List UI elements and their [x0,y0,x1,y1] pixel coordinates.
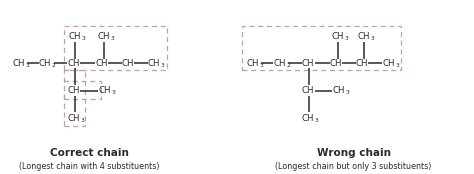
Text: 3: 3 [395,63,399,68]
Text: 3: 3 [25,63,29,68]
Text: 2: 2 [52,63,56,68]
Text: CH: CH [356,59,368,68]
Text: CH: CH [330,59,342,68]
Text: CH: CH [273,59,286,68]
Text: 3: 3 [111,90,115,95]
Text: CH: CH [97,31,110,41]
Text: CH: CH [12,59,25,68]
Text: CH: CH [68,114,80,123]
Text: CH: CH [246,59,259,68]
Text: CH: CH [121,59,134,68]
Text: CH: CH [332,31,344,41]
Text: CH: CH [68,59,80,68]
Text: 3: 3 [345,36,348,41]
Text: CH: CH [95,59,108,68]
Text: CH: CH [68,86,80,95]
Text: 2: 2 [286,63,290,68]
Text: 3: 3 [346,90,349,95]
Text: CH: CH [302,114,314,123]
Text: CH: CH [69,31,81,41]
Text: 3: 3 [161,63,165,68]
Text: CH: CH [302,86,314,95]
Text: CH: CH [357,31,370,41]
Text: CH: CH [148,59,160,68]
Text: Wrong chain: Wrong chain [317,148,391,158]
Bar [64,26,167,70]
Text: 3: 3 [371,36,374,41]
Text: 3: 3 [110,36,114,41]
Text: Correct chain: Correct chain [50,148,128,158]
Bar [242,26,401,70]
Text: (Longest chain but only 3 substituents): (Longest chain but only 3 substituents) [275,162,432,171]
Bar [64,70,85,126]
Text: CH: CH [302,59,314,68]
Text: 3: 3 [82,36,86,41]
Text: 3: 3 [315,118,319,123]
Text: (Longest chain with 4 substituents): (Longest chain with 4 substituents) [19,162,159,171]
Bar [64,81,101,99]
Text: 3: 3 [81,118,85,123]
Text: CH: CH [382,59,395,68]
Text: 3: 3 [259,63,263,68]
Text: CH: CH [39,59,51,68]
Text: CH: CH [333,86,345,95]
Text: CH: CH [98,86,111,95]
